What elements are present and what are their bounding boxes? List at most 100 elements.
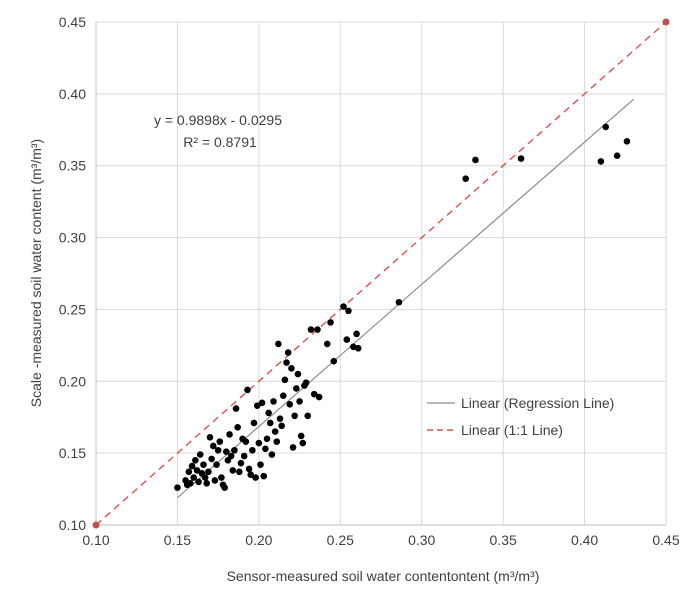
data-point [229,467,237,474]
data-point [236,468,243,476]
axes [95,22,666,526]
data-point [211,477,219,484]
data-point [263,435,271,443]
one-to-one-start-marker [92,521,100,529]
data-point [247,471,255,479]
data-point [597,158,605,165]
data-point [252,474,259,481]
data-point [226,431,233,438]
y-tick-label: 0.20 [59,373,86,389]
data-point [255,439,263,447]
data-point [623,137,631,145]
data-point [195,478,202,486]
data-point [279,392,287,399]
data-point [286,400,294,408]
data-point [602,123,610,131]
data-point [185,468,193,476]
data-point [345,307,352,315]
data-point [278,422,285,430]
regression-equation: y = 0.9898x - 0.0295 [154,112,282,128]
data-point [302,379,310,387]
data-point [200,461,207,468]
y-tick-label: 0.40 [59,86,86,102]
x-axis-label: Sensor-measured soil water contentontent… [227,568,540,584]
data-point [257,461,264,468]
y-tick-label: 0.30 [59,230,86,246]
data-point [240,452,248,460]
legend-regression-label: Linear (Regression Line) [461,395,614,411]
data-point [214,446,222,454]
data-point [613,152,621,159]
data-point [245,465,253,473]
y-tick-labels: 0.10 0.15 0.20 0.25 0.30 0.35 0.40 0.45 [59,14,86,533]
regression-line-lower [177,246,465,499]
data-point [310,390,318,398]
data-point [266,419,274,427]
data-point [291,412,298,420]
legend-one-to-one-label: Linear (1:1 Line) [461,422,563,438]
legend: Linear (Regression Line) Linear (1:1 Lin… [427,395,614,438]
x-tick-label: 0.10 [82,532,109,548]
y-tick-label: 0.10 [59,517,86,533]
data-point [472,156,479,164]
data-point [276,415,284,422]
data-point [281,376,289,384]
one-to-one-line [95,21,667,526]
data-point [299,439,307,447]
data-point [265,409,272,417]
data-point [253,402,261,410]
data-point [297,432,305,440]
data-point [187,480,194,487]
data-point [216,438,224,445]
data-point [271,428,279,435]
x-tick-label: 0.25 [327,532,354,548]
data-point [174,484,181,491]
data-point [462,175,469,182]
data-point [296,398,303,405]
y-tick-label: 0.25 [59,301,86,317]
data-point [227,452,235,460]
data-point [260,472,268,480]
data-point [273,438,281,445]
data-point [395,298,403,306]
data-point [275,340,282,348]
data-point [205,468,212,476]
data-point [222,448,230,456]
data-point [330,357,338,365]
data-point [232,405,240,412]
data-point [517,155,525,162]
one-to-one-end-marker [662,18,670,26]
data-point [268,451,276,458]
x-tick-label: 0.35 [490,532,517,548]
data-point [270,398,277,405]
data-point [188,462,196,470]
data-point [203,480,211,487]
data-point [242,438,250,445]
data-point [304,412,312,420]
x-tick-label: 0.30 [408,532,435,548]
data-point [234,423,241,431]
data-point [315,393,323,401]
y-axis-label: Scale -measured soil water content (m³/m… [28,139,44,407]
data-point [209,442,217,450]
data-point [196,451,204,458]
x-tick-label: 0.40 [571,532,598,548]
data-point [218,474,225,481]
data-point [249,446,256,454]
data-point [231,446,238,454]
data-point [354,344,362,352]
x-tick-label: 0.15 [164,532,191,548]
data-point [307,326,315,333]
data-point [288,365,295,372]
data-point [237,459,245,467]
data-point [293,385,300,392]
data-point [343,336,351,343]
data-point [206,434,214,441]
data-point [314,326,321,333]
data-point [208,455,215,463]
data-point [289,444,297,451]
data-point [353,330,360,338]
x-tick-labels: 0.10 0.15 0.20 0.25 0.30 0.35 0.40 0.45 [82,532,679,548]
data-point [193,467,201,474]
